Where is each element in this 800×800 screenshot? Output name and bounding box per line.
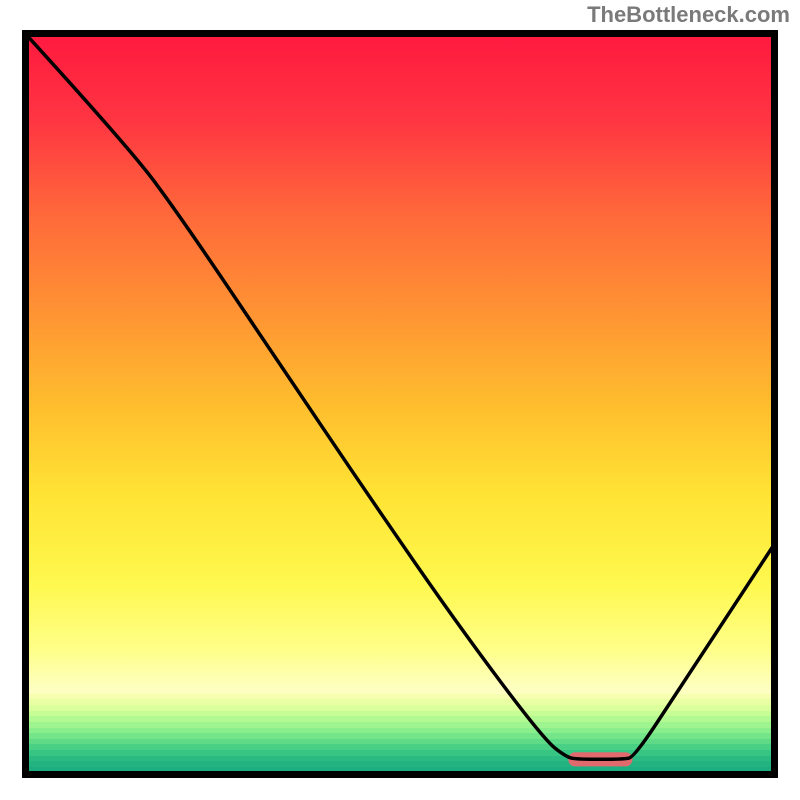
bottleneck-curve [22, 30, 778, 759]
curve-layer [22, 30, 778, 778]
watermark-text: TheBottleneck.com [587, 2, 790, 28]
chart-canvas: TheBottleneck.com [0, 0, 800, 800]
plot-area [22, 30, 778, 778]
